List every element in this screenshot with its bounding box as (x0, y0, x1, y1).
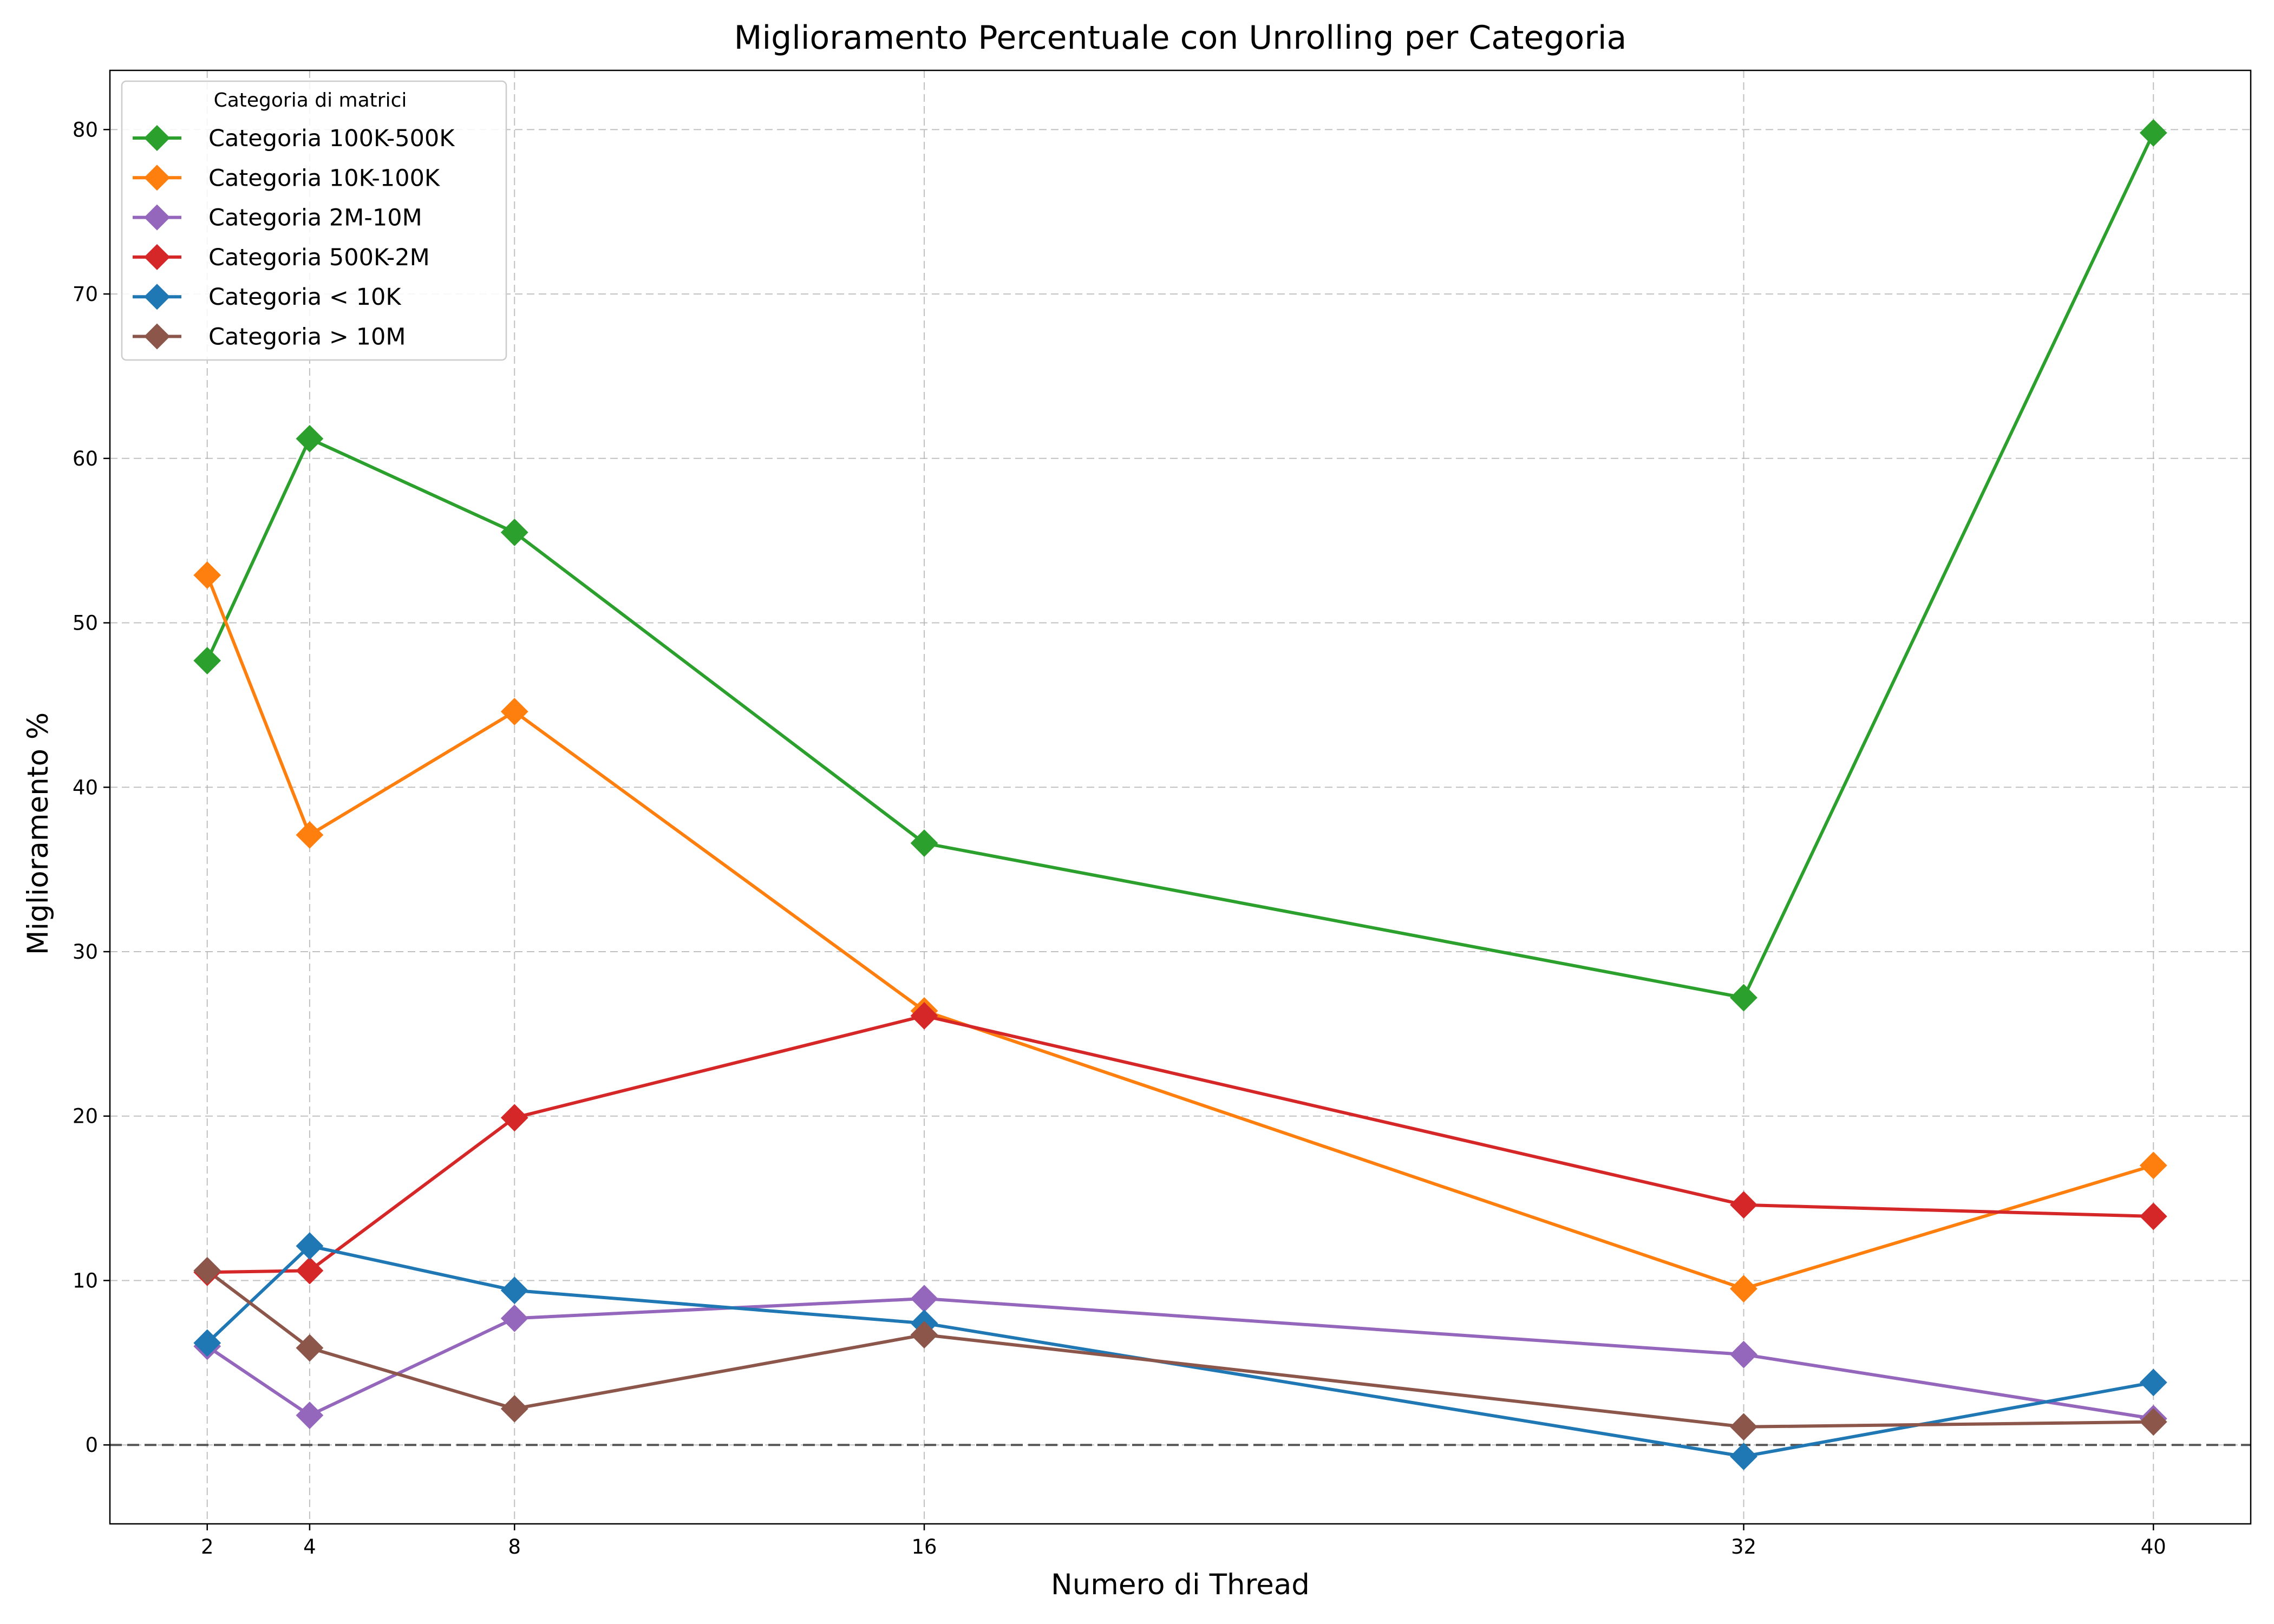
series-line-1 (205, 574, 2154, 1291)
chart-title: Miglioramento Percentuale con Unrolling … (734, 19, 1627, 57)
legend-marker-5 (144, 323, 170, 350)
legend-label-5: Categoria > 10M (208, 324, 406, 351)
data-point-1-0 (193, 561, 221, 589)
data-point-5-3 (910, 1321, 938, 1349)
series-markers (193, 119, 2167, 1470)
x-tick-label: 40 (2141, 1535, 2166, 1558)
data-point-1-2 (500, 698, 528, 725)
y-tick-label: 10 (73, 1269, 98, 1292)
legend-marker-0 (144, 125, 170, 151)
x-tick-label: 8 (508, 1535, 521, 1558)
data-point-2-4 (1730, 1340, 1757, 1368)
data-point-3-3 (910, 1002, 938, 1030)
data-point-0-5 (2139, 119, 2167, 147)
y-tick-label: 40 (73, 776, 98, 799)
data-point-0-1 (296, 424, 324, 453)
data-point-0-2 (500, 519, 528, 546)
data-point-5-5 (2139, 1408, 2167, 1436)
legend-label-2: Categoria 2M-10M (208, 205, 422, 232)
y-axis-ticks: 0 10 20 30 40 50 60 70 80 (73, 118, 110, 1457)
data-point-2-2 (500, 1304, 528, 1332)
legend-marker-2 (144, 204, 170, 231)
data-point-5-0 (193, 1256, 221, 1285)
x-axis-ticks: 2 4 8 16 32 40 (201, 1524, 2166, 1558)
x-tick-label: 16 (911, 1535, 937, 1558)
series-lines (205, 132, 2155, 1458)
data-point-4-1 (296, 1232, 324, 1260)
data-point-5-4 (1730, 1413, 1757, 1441)
data-point-0-3 (910, 829, 938, 857)
data-point-4-5 (2139, 1368, 2167, 1397)
data-point-3-1 (296, 1256, 324, 1285)
data-point-3-2 (500, 1104, 528, 1132)
data-point-0-0 (193, 646, 221, 675)
x-tick-label: 4 (303, 1535, 316, 1558)
data-point-4-4 (1730, 1443, 1757, 1470)
y-tick-label: 50 (73, 612, 98, 635)
data-point-0-4 (1730, 984, 1757, 1012)
legend-marker-1 (144, 165, 170, 191)
legend-label-0: Categoria 100K-500K (208, 125, 455, 152)
y-tick-label: 0 (85, 1433, 98, 1457)
plot-area-frame (109, 69, 2252, 1525)
series-line-0 (206, 132, 2155, 1000)
legend-marker-3 (144, 244, 170, 270)
y-tick-label: 30 (73, 940, 98, 964)
data-point-3-5 (2139, 1202, 2167, 1230)
data-point-4-0 (193, 1329, 221, 1357)
y-tick-label: 60 (73, 447, 98, 470)
series-line-3 (207, 1014, 2154, 1274)
legend-label-4: Categoria < 10K (208, 284, 402, 311)
legend-items: Categoria 100K-500K Categoria 10K-100K Cat… (133, 125, 455, 351)
series-line-4 (206, 1244, 2154, 1458)
legend-title: Categoria di matrici (214, 89, 407, 112)
series-line-2 (206, 1296, 2154, 1420)
legend-label-1: Categoria 10K-100K (208, 165, 441, 192)
data-point-1-1 (296, 821, 324, 849)
legend-marker-4 (144, 284, 170, 310)
data-point-5-1 (296, 1334, 324, 1362)
legend: Categoria di matrici Categoria 100K-500K… (121, 80, 507, 361)
x-tick-label: 2 (201, 1535, 214, 1558)
data-point-1-4 (1730, 1275, 1757, 1303)
y-tick-label: 70 (73, 283, 98, 306)
data-point-4-2 (500, 1276, 528, 1305)
legend-label-3: Categoria 500K-2M (208, 244, 430, 271)
data-point-1-5 (2139, 1151, 2167, 1180)
data-point-3-4 (1730, 1191, 1757, 1219)
y-tick-label: 20 (73, 1105, 98, 1128)
y-tick-label: 80 (73, 118, 98, 141)
y-axis-label: Miglioramento % (22, 712, 55, 955)
data-point-2-1 (296, 1402, 324, 1429)
x-tick-label: 32 (1731, 1535, 1756, 1558)
series-line-5 (206, 1269, 2154, 1429)
legend-box (121, 80, 507, 361)
x-axis-label: Numero di Thread (1051, 1568, 1310, 1601)
data-point-5-2 (500, 1394, 528, 1423)
